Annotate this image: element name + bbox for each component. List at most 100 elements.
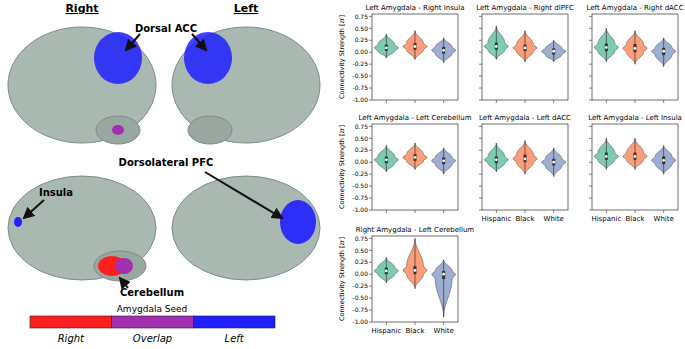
violin (542, 148, 566, 177)
iqr-box (414, 154, 417, 161)
violin-chart: Left Amygdala - Right dACC (586, 4, 683, 103)
marks (484, 141, 565, 177)
median-dot (634, 47, 637, 50)
plot-frame (592, 14, 678, 100)
iqr-box (385, 45, 388, 51)
y-tick (369, 210, 372, 211)
iqr-box (552, 159, 555, 166)
x-tick-label: Hispanic (371, 327, 401, 335)
x-tick-label: Black (626, 215, 646, 223)
iqr-box (495, 156, 498, 163)
violin-chart: Left Amygdala - Right dlPFC (476, 4, 574, 103)
whisker (635, 138, 636, 169)
y-tick (369, 238, 372, 239)
y-tick-label: -0.25 (352, 282, 368, 289)
iqr-box (385, 268, 388, 275)
y-tick-label: 0.00 (355, 270, 369, 277)
y-tick (479, 198, 482, 199)
y-tick (479, 186, 482, 187)
legend-label: Left (225, 333, 245, 344)
iqr-box (634, 153, 637, 160)
iqr-box (524, 155, 527, 163)
y-tick-label: -0.25 (352, 60, 368, 67)
marks (594, 28, 675, 66)
y-tick (479, 76, 482, 77)
violin (623, 138, 647, 169)
y-tick (369, 76, 372, 77)
y-tick (589, 210, 592, 211)
iqr-box (552, 48, 555, 54)
y-tick (589, 126, 592, 127)
whisker (415, 238, 416, 288)
whisker (496, 26, 497, 59)
whisker (496, 143, 497, 172)
y-tick (369, 100, 372, 101)
violin-chart: Left Amygdala - Left Cerebellum-1.00-0.7… (338, 114, 472, 213)
iqr-box (414, 43, 417, 50)
dacc-patch (184, 32, 232, 84)
y-tick-label: 0.50 (355, 247, 369, 254)
median-dot (385, 47, 388, 50)
marks (374, 143, 455, 174)
cerebellum-shape (94, 251, 146, 281)
y-tick-label: -1.00 (352, 318, 368, 325)
violin (374, 34, 398, 58)
median-dot (414, 269, 417, 272)
brain-right-lateral (8, 176, 156, 280)
y-tick-label: -0.75 (352, 84, 368, 91)
y-tick (369, 138, 372, 139)
x-tick (386, 210, 387, 213)
y-tick (589, 76, 592, 77)
region-label: Cerebellum (120, 287, 184, 298)
y-tick (589, 88, 592, 89)
y-tick (369, 262, 372, 263)
chart-title: Left Amygdala - Left Insula (588, 114, 682, 122)
x-tick-label: White (543, 215, 563, 223)
iqr-box (442, 157, 445, 164)
median-dot (495, 158, 498, 161)
whisker (606, 138, 607, 169)
x-tick (553, 100, 554, 103)
y-tick (589, 40, 592, 41)
whisker (553, 148, 554, 177)
median-dot (442, 159, 445, 162)
violin (594, 138, 618, 169)
violin (374, 146, 398, 172)
plot-frame (592, 124, 678, 210)
violin (652, 38, 676, 67)
region-label: Dorsal ACC (135, 23, 197, 34)
y-tick (369, 126, 372, 127)
whisker (525, 31, 526, 62)
x-tick (635, 210, 636, 213)
x-tick (443, 210, 444, 213)
legend-label: Overlap (133, 333, 172, 344)
violin (432, 38, 456, 63)
chart-title: Right Amygdala - Left Cerebellum (356, 226, 474, 234)
y-tick (589, 174, 592, 175)
insula-patch (14, 217, 22, 227)
whisker (606, 28, 607, 61)
violin (484, 26, 508, 59)
y-tick (589, 28, 592, 29)
y-tick-label: 0.25 (355, 36, 369, 43)
y-tick (479, 150, 482, 151)
violin-chart: Right Amygdala - Left Cerebellum -1.00 -0.… (338, 226, 474, 335)
y-tick (589, 16, 592, 17)
y-tick (479, 174, 482, 175)
x-tick-label: Black (516, 215, 536, 223)
y-tick (369, 52, 372, 53)
median-dot (442, 49, 445, 52)
x-tick (415, 322, 416, 325)
violin (484, 143, 508, 172)
median-dot (605, 46, 608, 49)
y-tick (369, 322, 372, 323)
y-tick (369, 250, 372, 251)
x-tick (415, 210, 416, 213)
x-tick (525, 210, 526, 213)
violin (403, 31, 427, 60)
y-tick (479, 16, 482, 17)
iqr-box (634, 44, 637, 52)
median-dot (662, 159, 665, 162)
y-tick (589, 150, 592, 151)
y-tick (369, 28, 372, 29)
